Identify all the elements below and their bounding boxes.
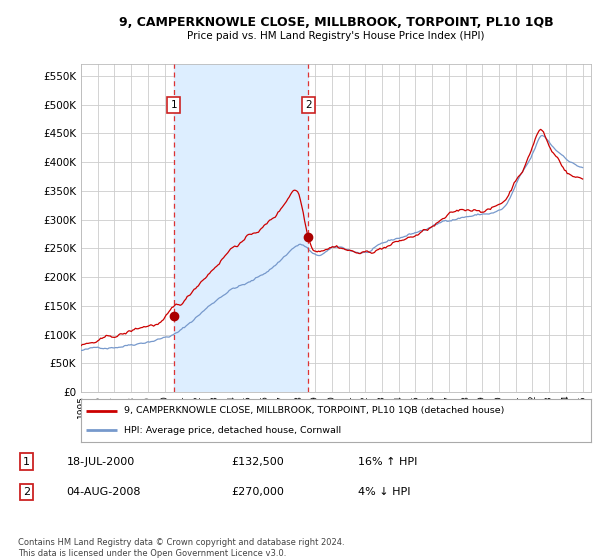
Text: HPI: Average price, detached house, Cornwall: HPI: Average price, detached house, Corn… bbox=[124, 426, 341, 435]
Text: 9, CAMPERKNOWLE CLOSE, MILLBROOK, TORPOINT, PL10 1QB (detached house): 9, CAMPERKNOWLE CLOSE, MILLBROOK, TORPOI… bbox=[124, 407, 505, 416]
Text: 18-JUL-2000: 18-JUL-2000 bbox=[67, 456, 135, 466]
Text: 04-AUG-2008: 04-AUG-2008 bbox=[67, 487, 141, 497]
Text: 1: 1 bbox=[23, 456, 30, 466]
Text: £132,500: £132,500 bbox=[231, 456, 284, 466]
Text: 16% ↑ HPI: 16% ↑ HPI bbox=[358, 456, 417, 466]
Text: Price paid vs. HM Land Registry's House Price Index (HPI): Price paid vs. HM Land Registry's House … bbox=[187, 31, 485, 41]
Bar bbox=[173, 64, 308, 392]
Text: 4% ↓ HPI: 4% ↓ HPI bbox=[358, 487, 410, 497]
Text: Contains HM Land Registry data © Crown copyright and database right 2024.
This d: Contains HM Land Registry data © Crown c… bbox=[18, 538, 344, 558]
Text: 1: 1 bbox=[170, 100, 177, 110]
Text: 9, CAMPERKNOWLE CLOSE, MILLBROOK, TORPOINT, PL10 1QB: 9, CAMPERKNOWLE CLOSE, MILLBROOK, TORPOI… bbox=[119, 16, 553, 29]
Text: 2: 2 bbox=[23, 487, 30, 497]
Text: £270,000: £270,000 bbox=[231, 487, 284, 497]
Text: 2: 2 bbox=[305, 100, 311, 110]
